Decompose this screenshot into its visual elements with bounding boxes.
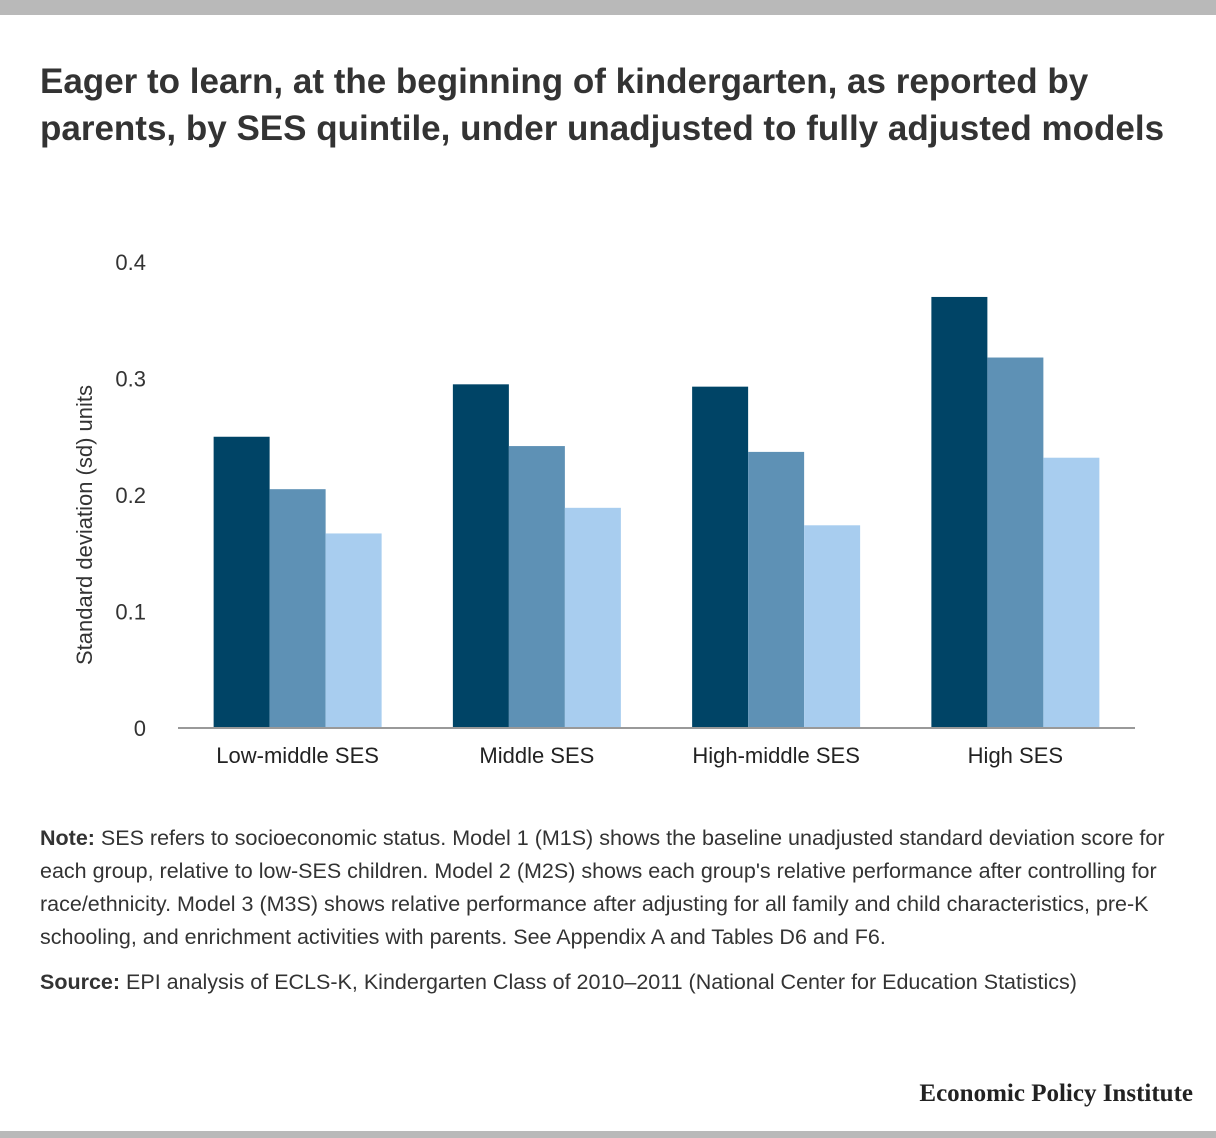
x-tick-label: High-middle SES bbox=[692, 743, 860, 768]
source-label: Source: bbox=[40, 970, 121, 994]
x-tick-label: Low-middle SES bbox=[216, 743, 379, 768]
y-tick-label: 0 bbox=[134, 716, 146, 741]
y-tick-label: 0.4 bbox=[115, 250, 146, 275]
bar bbox=[748, 451, 805, 728]
source-text: EPI analysis of ECLS-K, Kindergarten Cla… bbox=[120, 970, 1077, 994]
x-tick-label: High SES bbox=[968, 743, 1063, 768]
source-paragraph: Source: EPI analysis of ECLS-K, Kinderga… bbox=[40, 966, 1170, 999]
bar bbox=[564, 507, 621, 728]
chart-notes: Note: SES refers to socioeconomic status… bbox=[40, 822, 1170, 1011]
bar bbox=[1043, 457, 1100, 728]
bar bbox=[804, 525, 861, 728]
y-axis-label: Standard deviation (sd) units bbox=[72, 385, 97, 665]
y-tick-label: 0.3 bbox=[115, 367, 146, 392]
bar bbox=[269, 489, 326, 728]
bar bbox=[987, 357, 1044, 728]
y-tick-label: 0.2 bbox=[115, 483, 146, 508]
bottom-border bbox=[0, 1131, 1216, 1138]
bar bbox=[508, 446, 565, 728]
y-tick-label: 0.1 bbox=[115, 600, 146, 625]
bar-chart: 0 0.1 0.2 0.3 0.4 Standard deviation (sd) uni… bbox=[72, 250, 1135, 768]
bar bbox=[325, 533, 382, 728]
top-border bbox=[0, 0, 1216, 15]
note-text: SES refers to socioeconomic status. Mode… bbox=[40, 826, 1165, 949]
note-paragraph: Note: SES refers to socioeconomic status… bbox=[40, 822, 1170, 954]
brand-logo-text: Economic Policy Institute bbox=[919, 1080, 1193, 1107]
bar bbox=[692, 386, 749, 728]
x-tick-label: Middle SES bbox=[479, 743, 594, 768]
note-label: Note: bbox=[40, 826, 95, 850]
bar bbox=[213, 436, 270, 728]
chart-title: Eager to learn, at the beginning of kind… bbox=[40, 62, 1165, 148]
bar bbox=[931, 296, 988, 728]
bar bbox=[452, 384, 509, 728]
